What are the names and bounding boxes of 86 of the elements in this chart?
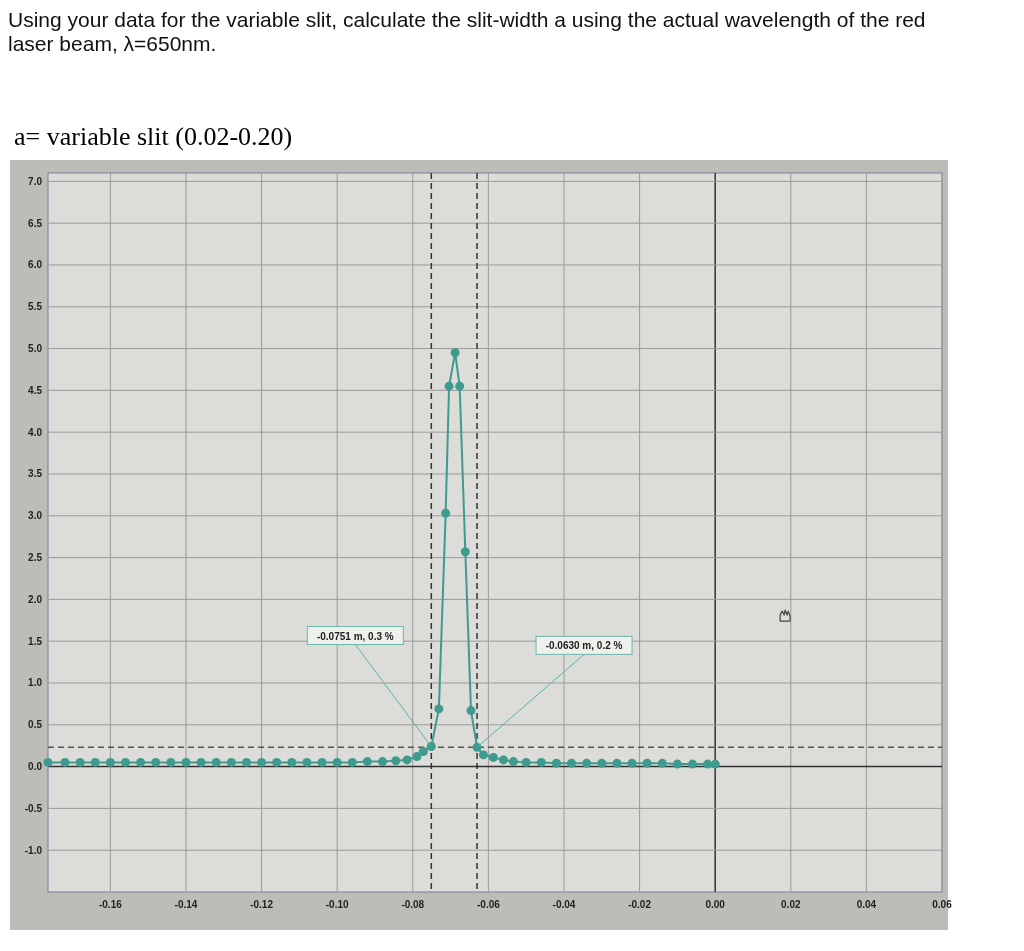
point (43, 757, 53, 767)
point (317, 757, 327, 767)
x-tick-label: -0.06 (476, 899, 501, 910)
point (488, 752, 498, 762)
y-tick-label: 4.0 (28, 426, 43, 438)
point (441, 508, 451, 518)
point (551, 758, 561, 768)
y-tick-label: 3.0 (28, 510, 43, 522)
x-tick-label: 0.06 (932, 899, 953, 910)
y-tick-label: -0.5 (24, 802, 43, 814)
chart-title: Using your data for the variable slit, calculate the slit-width a using the actual wavelength of the red laser beam, λ=650nm. (8, 8, 927, 56)
y-tick-label: 6.5 (28, 217, 43, 229)
y-tick-label: 1.0 (28, 677, 43, 689)
point (75, 757, 85, 767)
x-tick-label: -0.08 (401, 899, 425, 910)
point (136, 757, 146, 767)
point (703, 759, 713, 769)
point (105, 757, 115, 767)
point (181, 757, 191, 767)
annotation: -0.0751 m, 0.3 % (316, 630, 394, 642)
point (226, 757, 236, 767)
point (151, 757, 161, 767)
x-tick-label: -0.10 (325, 899, 350, 910)
x-tick-label: -0.04 (552, 899, 576, 910)
point (120, 757, 130, 767)
point (241, 757, 251, 767)
point (302, 757, 312, 767)
point (211, 757, 221, 767)
point (90, 757, 100, 767)
point (272, 757, 282, 767)
point (710, 759, 720, 769)
y-tick-label: 2.5 (28, 552, 43, 564)
point (478, 750, 488, 760)
y-tick-label: 3.5 (28, 468, 43, 480)
point (657, 758, 667, 768)
point (391, 756, 401, 766)
y-tick-label: 2.0 (28, 593, 43, 605)
x-tick-label: 0.02 (781, 899, 801, 910)
y-tick-label: 4.5 (28, 384, 43, 396)
y-tick-label: 1.5 (28, 635, 43, 647)
x-tick-label: 0.00 (705, 899, 726, 910)
point (332, 757, 342, 767)
point (347, 757, 357, 767)
point (378, 757, 388, 767)
point (627, 758, 637, 768)
y-tick-label: 0.0 (28, 761, 43, 773)
y-tick-label: -1.0 (24, 844, 43, 856)
y-tick-label: 5.0 (28, 343, 43, 355)
x-tick-label: -0.02 (628, 899, 652, 910)
point (508, 757, 518, 767)
point (466, 706, 476, 716)
x-tick-label: -0.16 (98, 899, 123, 910)
point (444, 381, 454, 391)
point (412, 752, 422, 762)
x-tick-label: -0.14 (174, 899, 198, 910)
point (362, 757, 372, 767)
point (434, 704, 444, 714)
point (672, 759, 682, 769)
point (642, 758, 652, 768)
y-tick-label: 6.0 (28, 259, 43, 271)
point (418, 747, 428, 757)
point (536, 757, 546, 767)
point (688, 759, 698, 769)
point (402, 755, 412, 765)
point (582, 758, 592, 768)
y-tick-label: 5.5 (28, 301, 43, 313)
point (499, 755, 509, 765)
x-tick-label: -0.12 (250, 899, 274, 910)
point (567, 758, 577, 768)
point (257, 757, 267, 767)
point (196, 757, 206, 767)
point (426, 742, 436, 752)
annotation: -0.0630 m, 0.2 % (545, 640, 623, 652)
point (166, 757, 176, 767)
point (612, 758, 622, 768)
y-tick-label: 0.5 (28, 719, 43, 731)
y-tick-label: 7.0 (28, 175, 43, 187)
point (450, 348, 460, 358)
point (460, 547, 470, 557)
point (521, 757, 531, 767)
point (287, 757, 297, 767)
point (60, 757, 70, 767)
point (597, 758, 607, 768)
point (455, 381, 465, 391)
chart-subtitle: a= variable slit (0.02-0.20) (14, 122, 294, 152)
x-tick-label: 0.04 (856, 899, 877, 910)
